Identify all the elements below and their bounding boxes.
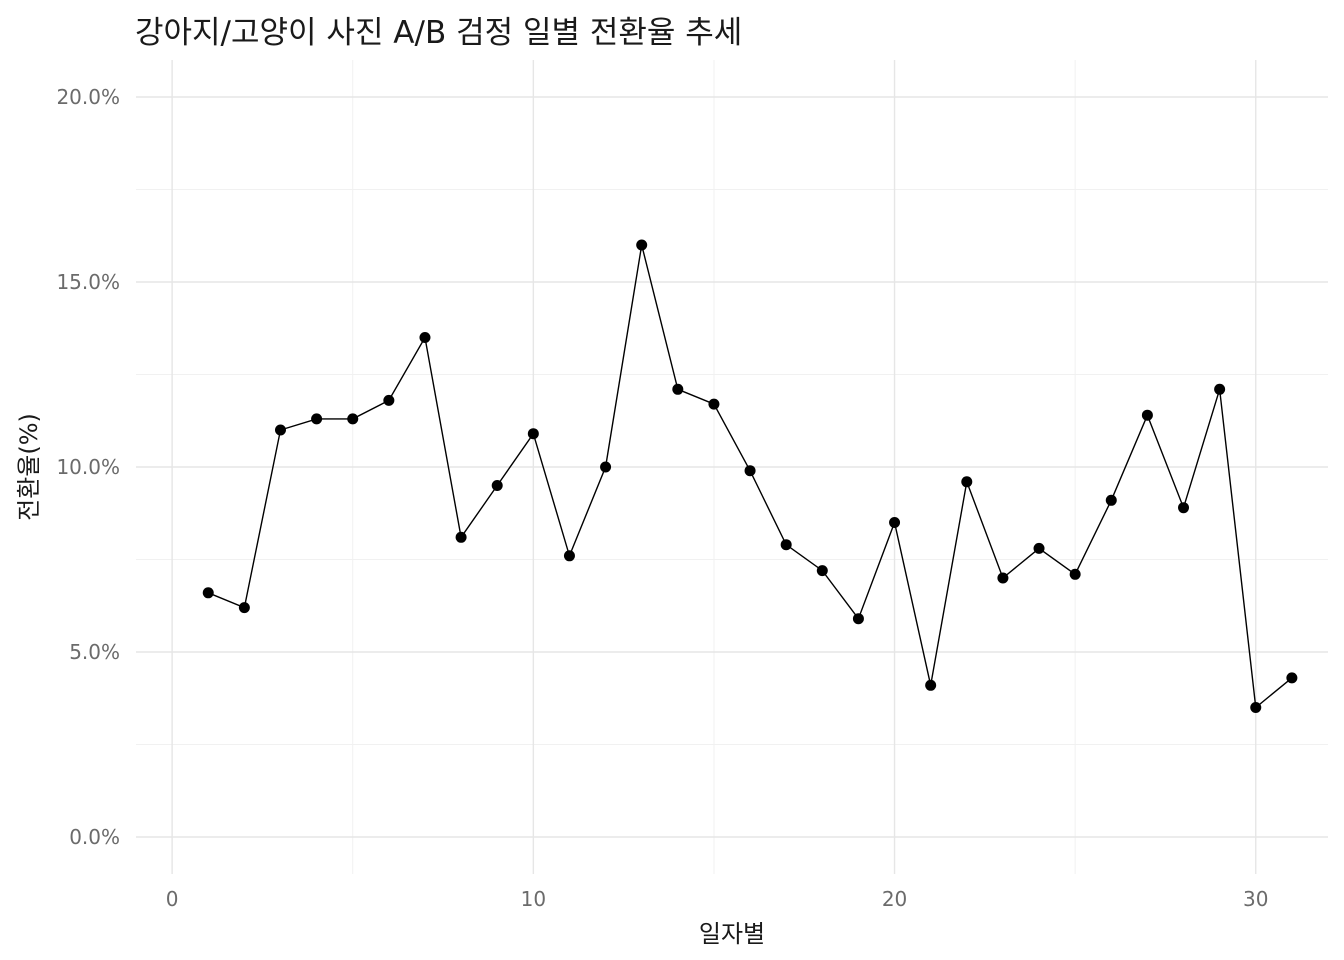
data-point — [1141, 409, 1153, 421]
grid — [136, 60, 1328, 874]
data-point — [202, 587, 214, 599]
data-point — [383, 394, 395, 406]
data-point — [816, 565, 828, 577]
data-point — [563, 550, 575, 562]
data-point — [744, 465, 756, 477]
chart-title: 강아지/고양이 사진 A/B 검정 일별 전환율 추세 — [135, 15, 742, 51]
data-point — [347, 413, 359, 425]
data-point — [311, 413, 323, 425]
y-tick-label: 0.0% — [69, 825, 120, 849]
data-point — [238, 602, 250, 614]
y-axis-title: 전환율(%) — [15, 413, 43, 521]
data-point — [925, 679, 937, 691]
y-tick-label: 10.0% — [56, 455, 120, 479]
y-tick-label: 5.0% — [69, 640, 120, 664]
data-point — [961, 476, 973, 488]
data-point — [889, 517, 901, 528]
x-tick-label: 30 — [1243, 887, 1268, 911]
data-point — [1033, 542, 1045, 554]
data-point — [1105, 494, 1117, 506]
data-point — [1178, 502, 1190, 514]
data-point — [708, 398, 720, 410]
x-axis-tick-labels: 0 10 20 30 — [166, 887, 1269, 911]
data-point — [1214, 383, 1226, 395]
x-tick-label: 10 — [521, 887, 546, 911]
data-point — [491, 480, 503, 491]
data-point — [636, 239, 648, 251]
y-tick-label: 20.0% — [56, 85, 120, 109]
data-point — [780, 539, 792, 551]
data-point — [419, 332, 431, 343]
x-axis-title: 일자별 — [699, 920, 765, 948]
y-tick-label: 15.0% — [56, 270, 120, 294]
data-point — [1286, 672, 1298, 684]
data-point — [600, 461, 612, 473]
data-point — [1250, 702, 1262, 713]
data-point — [1069, 568, 1081, 580]
data-point — [852, 613, 864, 625]
data-point — [274, 424, 286, 436]
data-point — [527, 428, 539, 440]
y-axis-tick-labels: 0.0% 5.0% 10.0% 15.0% 20.0% — [56, 85, 120, 849]
series-line — [207, 244, 1293, 709]
series-layer — [202, 239, 1298, 713]
x-tick-label: 20 — [882, 887, 907, 911]
data-point — [997, 572, 1009, 584]
x-tick-label: 0 — [166, 887, 179, 911]
data-point — [672, 383, 684, 395]
data-point — [455, 531, 467, 543]
